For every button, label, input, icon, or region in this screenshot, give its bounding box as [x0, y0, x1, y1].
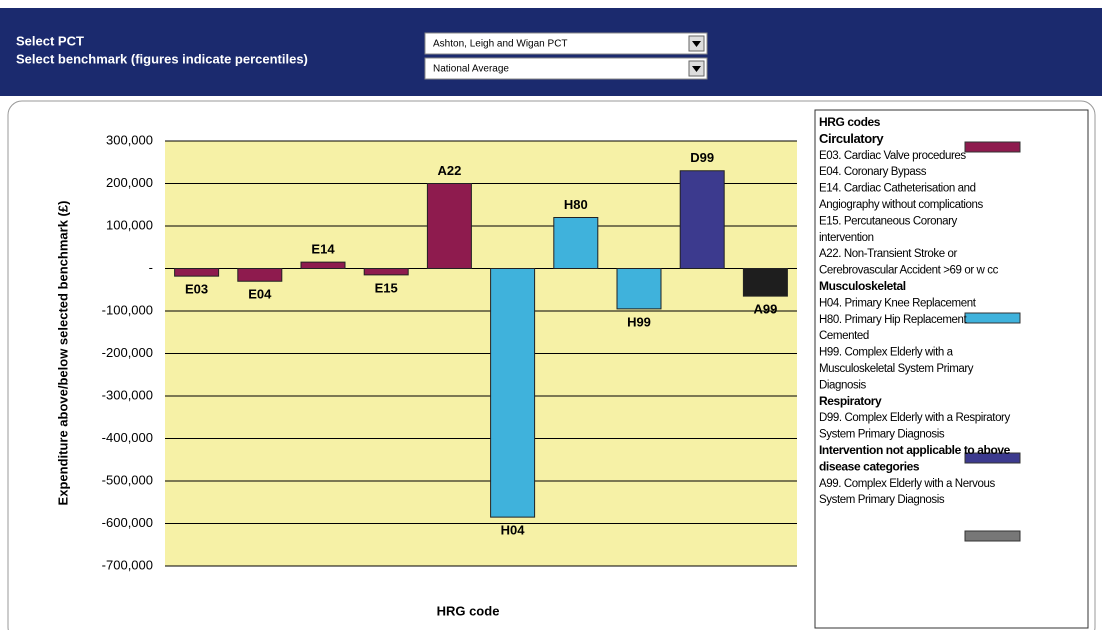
bar	[742, 268, 788, 297]
legend-item: System Primary Diagnosis	[819, 494, 945, 506]
y-tick-label: 200,000	[106, 175, 153, 190]
y-tick-label: -500,000	[102, 472, 153, 487]
y-tick-label: 100,000	[106, 217, 153, 232]
bar-label: E14	[311, 242, 335, 257]
bar	[679, 170, 725, 269]
legend-box	[814, 109, 1089, 629]
legend-heading: Respiratory	[819, 394, 882, 408]
legend-item: D99. Complex Elderly with a Respiratory	[819, 412, 1010, 424]
y-tick-label: -400,000	[102, 430, 153, 445]
bar-label: A22	[437, 163, 461, 178]
legend-swatch	[964, 530, 1021, 542]
bar-label: E03	[185, 282, 208, 297]
legend-heading: HRG codes	[819, 115, 881, 129]
bar	[174, 268, 220, 277]
benchmark-value: National Average	[433, 64, 509, 75]
bar	[300, 261, 346, 269]
legend-item: A22. Non-Transient Stroke or	[819, 248, 958, 260]
legend-item: Musculoskeletal System Primary	[819, 363, 974, 375]
pct-value: Ashton, Leigh and Wigan PCT	[433, 39, 568, 50]
y-tick-label: -600,000	[102, 515, 153, 530]
x-axis-label: HRG code	[437, 603, 500, 618]
y-tick-label: 300,000	[106, 132, 153, 147]
legend-heading: Musculoskeletal	[819, 279, 906, 293]
benchmark-label: Select benchmark (figures indicate perce…	[16, 51, 308, 66]
pct-label: Select PCT	[16, 33, 84, 48]
y-tick-label: -	[149, 260, 153, 275]
legend-item: A99. Complex Elderly with a Nervous	[819, 478, 995, 490]
legend-item: E15. Percutaneous Coronary	[819, 215, 958, 227]
legend-item: Angiography without complications	[819, 199, 984, 211]
legend-swatch	[964, 312, 1021, 324]
legend-swatch	[964, 452, 1021, 464]
y-tick-label: -300,000	[102, 387, 153, 402]
legend-item: H04. Primary Knee Replacement	[819, 297, 977, 309]
bar	[237, 268, 283, 282]
pct-dropdown[interactable]	[424, 32, 708, 55]
bar	[616, 268, 662, 310]
y-axis-label: Expenditure above/below selected benchma…	[55, 201, 70, 506]
bar-label: H99	[627, 314, 651, 329]
bar	[553, 217, 599, 269]
bar-label: H80	[564, 197, 588, 212]
legend-item: Cerebrovascular Accident >69 or w cc	[819, 265, 999, 277]
dropdown-arrow	[692, 41, 701, 47]
bar-label: A99	[753, 302, 777, 317]
legend-heading: Intervention not applicable to above dise…	[819, 443, 1011, 473]
dropdown-arrow	[692, 66, 701, 72]
bar-label: H04	[501, 523, 526, 538]
bar	[363, 268, 409, 276]
bar	[490, 268, 536, 518]
legend-item: H99. Complex Elderly with a	[819, 347, 954, 359]
legend-item: H80. Primary Hip Replacement	[819, 314, 968, 326]
legend-item: intervention	[819, 232, 874, 244]
legend-swatch	[964, 141, 1021, 153]
legend-item: Diagnosis	[819, 379, 867, 391]
bar	[426, 183, 472, 269]
legend-item: System Primary Diagnosis	[819, 429, 945, 441]
legend-item: E03. Cardiac Valve procedures	[819, 150, 966, 162]
y-tick-label: -200,000	[102, 345, 153, 360]
bar-label: D99	[690, 150, 714, 165]
bar-label: E04	[248, 287, 272, 302]
y-tick-label: -700,000	[102, 557, 153, 572]
legend-heading: Circulatory	[819, 131, 884, 146]
benchmark-dropdown[interactable]	[424, 57, 708, 80]
legend-item: E14. Cardiac Catheterisation and	[819, 183, 976, 195]
legend-item: E04. Coronary Bypass	[819, 166, 927, 178]
y-tick-label: -100,000	[102, 302, 153, 317]
bar-label: E15	[375, 280, 398, 295]
legend-item: Cemented	[819, 330, 869, 342]
